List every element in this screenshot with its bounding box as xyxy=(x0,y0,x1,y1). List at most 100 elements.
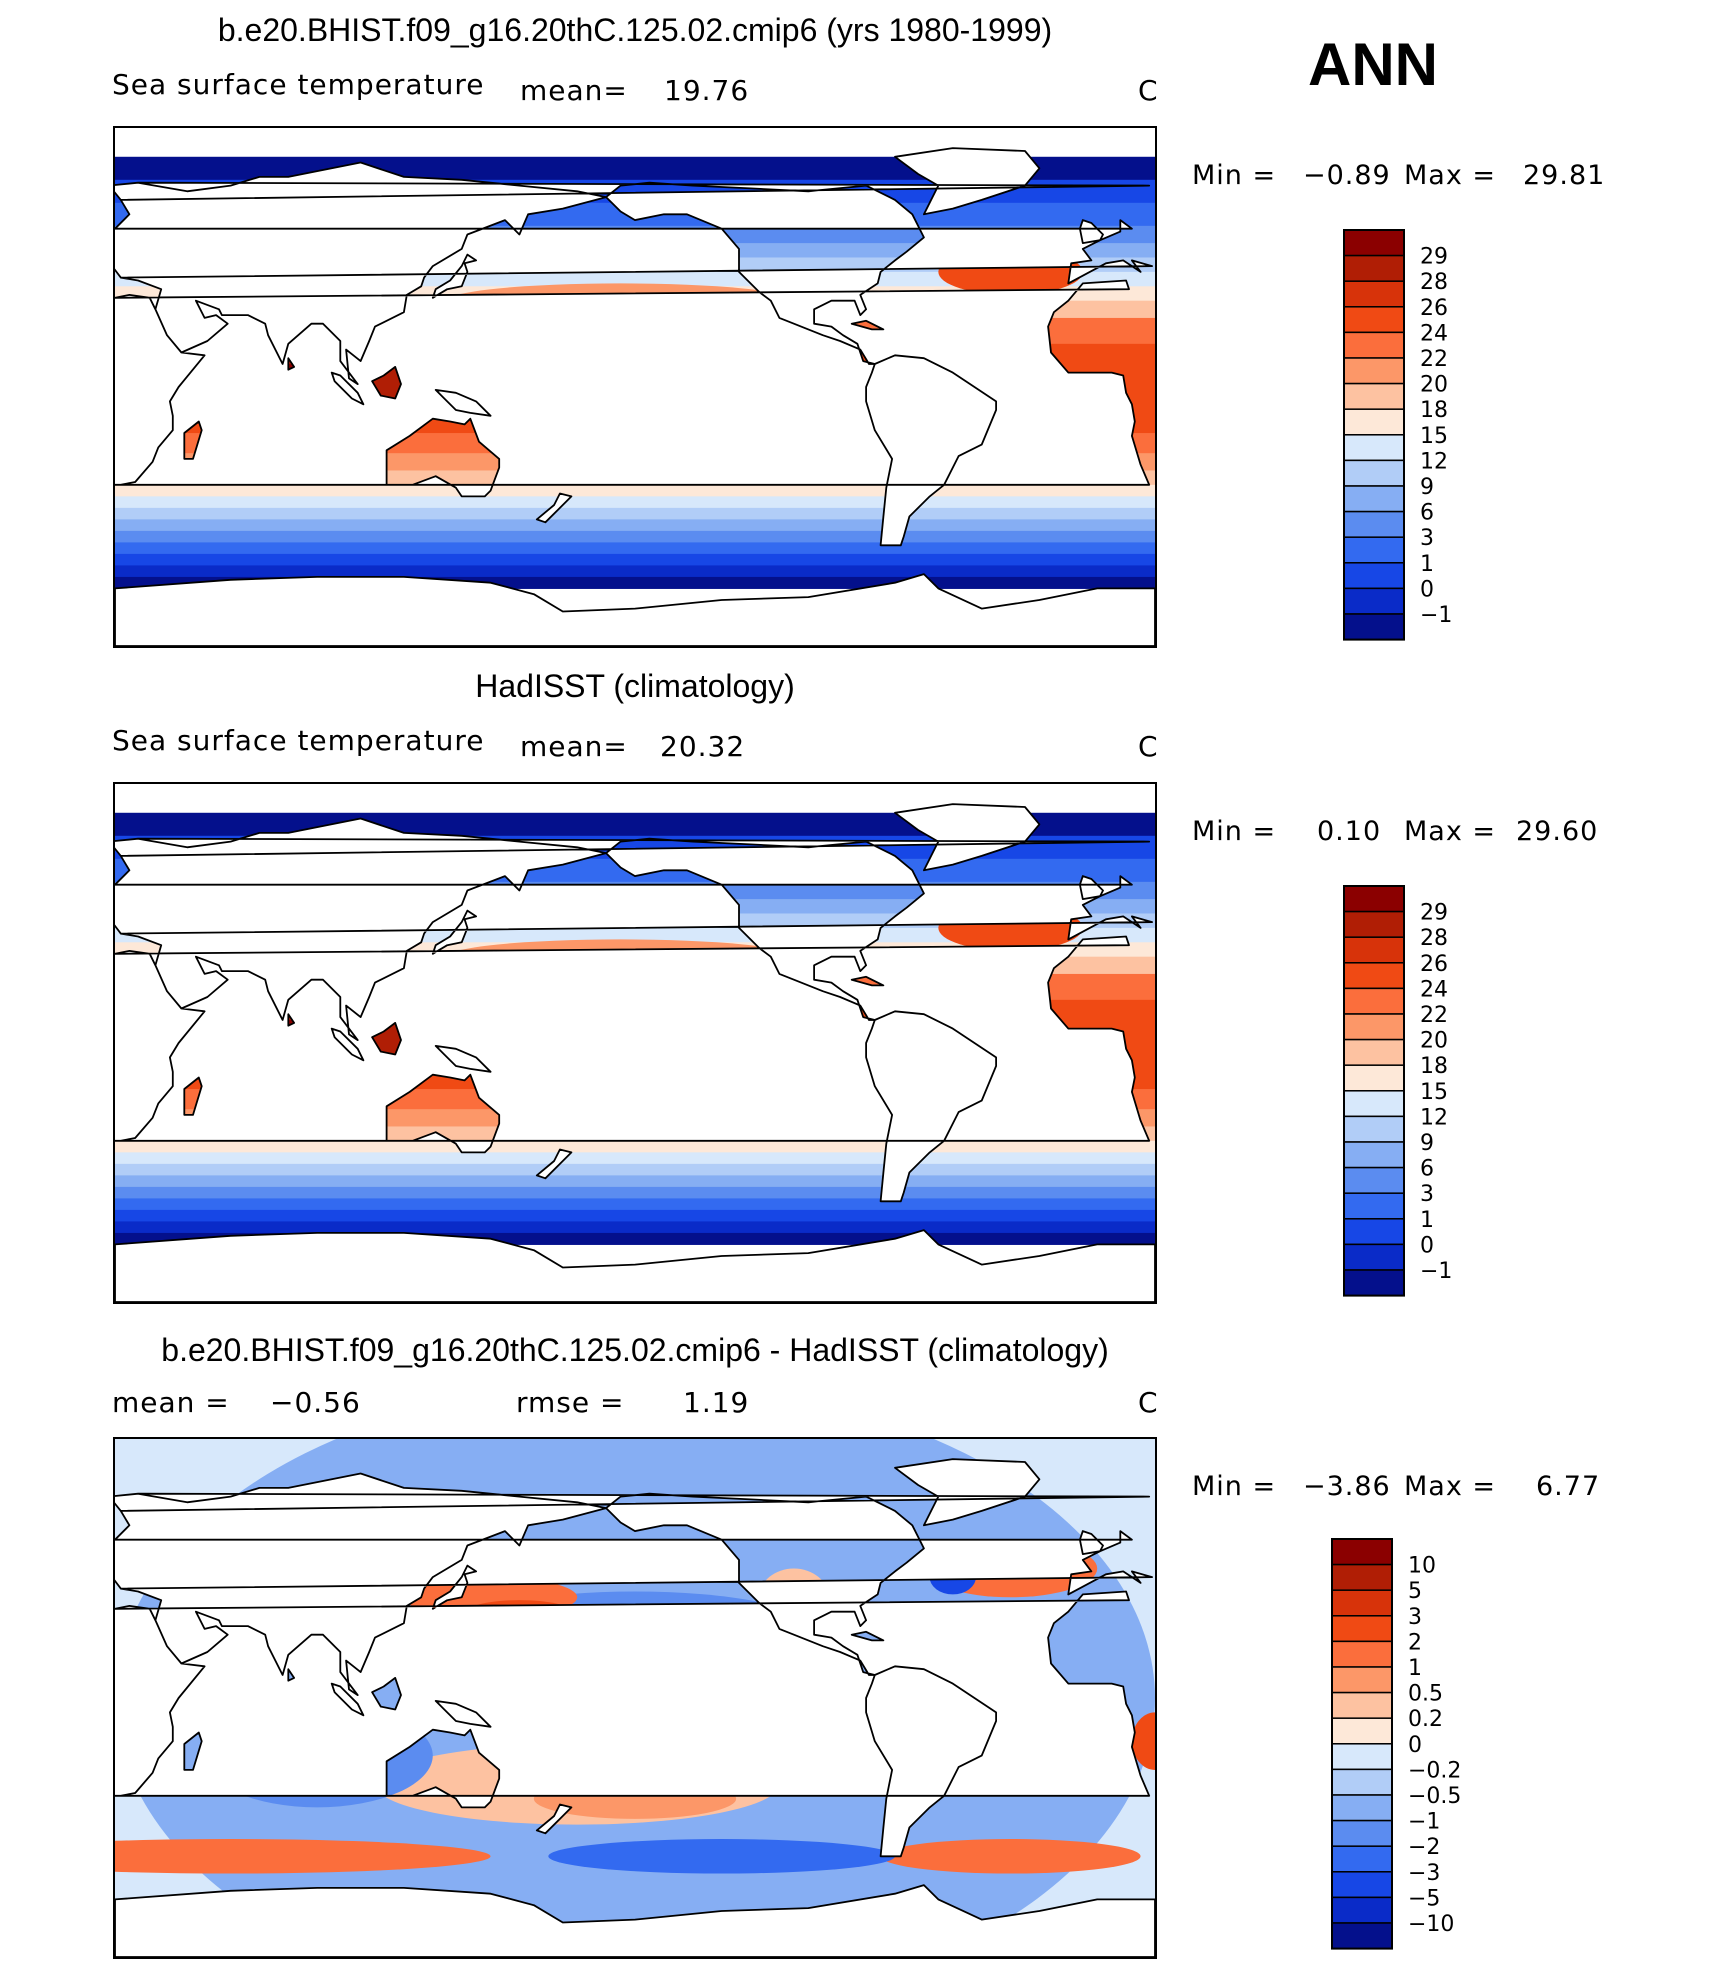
colorbar-box xyxy=(1331,1538,1393,1566)
sst-band xyxy=(115,530,1155,543)
colorbar-tick-label: 26 xyxy=(1420,296,1448,321)
colorbar-box xyxy=(1343,1269,1405,1297)
colorbar-box xyxy=(1331,1563,1393,1591)
panel1-units: C xyxy=(1138,74,1159,107)
panel1-colorbar: 29 28 26 24 22 20 18 15 12 9 6 3 1 0 −1 xyxy=(1342,228,1502,641)
colorbar-tick-label: 12 xyxy=(1420,449,1448,474)
colorbar-box xyxy=(1343,562,1405,590)
colorbar-tick-label: 6 xyxy=(1420,501,1434,526)
colorbar-box xyxy=(1331,1768,1393,1796)
colorbar-tick-label: −10 xyxy=(1408,1912,1454,1937)
sst-band xyxy=(115,1140,1155,1153)
colorbar-tick-label: 3 xyxy=(1408,1605,1422,1630)
panel3-min-value: −3.86 xyxy=(1303,1471,1391,1502)
colorbar-box xyxy=(1343,306,1405,334)
colorbar-tick-label: −3 xyxy=(1408,1861,1440,1886)
colorbar-box xyxy=(1343,382,1405,410)
colorbar-tick-label: 1 xyxy=(1420,1208,1434,1233)
panel2-colorbar: 29 28 26 24 22 20 18 15 12 9 6 3 1 0 −1 xyxy=(1342,884,1502,1297)
panel3-min-label: Min = xyxy=(1192,1471,1277,1502)
colorbar-tick-label: 20 xyxy=(1420,373,1448,398)
panel2-units: C xyxy=(1138,730,1159,763)
colorbar-tick-label: 10 xyxy=(1408,1554,1436,1579)
colorbar-box xyxy=(1343,613,1405,641)
panel3-map xyxy=(113,1437,1157,1959)
colorbar-tick-label: 24 xyxy=(1420,321,1448,346)
colorbar-frame xyxy=(1331,1538,1393,1950)
colorbar-tick-label: −5 xyxy=(1408,1886,1440,1911)
colorbar-box xyxy=(1343,1038,1405,1066)
colorbar-box xyxy=(1343,1013,1405,1041)
colorbar-tick-label: 9 xyxy=(1420,475,1434,500)
colorbar-tick-label: 24 xyxy=(1420,977,1448,1002)
panel3-colorbar: 10 5 3 2 1 0.5 0.2 0 −0.2 −0.5 −1 −2 −3 −5 −10 xyxy=(1330,1537,1500,1950)
continent-outlines xyxy=(115,147,1155,646)
colorbar-box xyxy=(1331,1615,1393,1643)
colorbar-tick-label: 22 xyxy=(1420,347,1448,372)
panel3-max-label: Max = xyxy=(1404,1471,1497,1502)
sst-band xyxy=(115,496,1155,509)
colorbar-tick-label: 1 xyxy=(1420,552,1434,577)
colorbar-tick-label: 22 xyxy=(1420,1003,1448,1028)
colorbar-tick-label: 15 xyxy=(1420,424,1448,449)
colorbar-box xyxy=(1331,1717,1393,1745)
colorbar-tick-label: 0 xyxy=(1420,1233,1434,1258)
panel3-mean-label: mean = xyxy=(112,1386,230,1419)
colorbar-tick-label: 3 xyxy=(1420,526,1434,551)
panel3-mean-value: −0.56 xyxy=(270,1386,361,1419)
colorbar-box xyxy=(1343,910,1405,938)
panel3-rmse-value: 1.19 xyxy=(683,1386,750,1419)
colorbar-box xyxy=(1343,987,1405,1015)
sst-band xyxy=(115,565,1155,578)
panel1-mean-label: mean= xyxy=(520,74,628,107)
sst-band xyxy=(115,553,1155,566)
colorbar-box xyxy=(1343,331,1405,359)
colorbar-box xyxy=(1343,1141,1405,1169)
panel1-max-value: 29.81 xyxy=(1523,160,1606,191)
colorbar-box xyxy=(1343,1243,1405,1271)
colorbar-tick-label: 1 xyxy=(1408,1656,1422,1681)
panel2-min-label: Min = xyxy=(1192,816,1277,847)
sst-band xyxy=(115,1221,1155,1234)
colorbar-box xyxy=(1343,254,1405,282)
panel3-units: C xyxy=(1138,1386,1159,1419)
colorbar-box xyxy=(1343,485,1405,513)
colorbar-box xyxy=(1331,1845,1393,1873)
benguela-warm-wrap xyxy=(1131,1712,1155,1770)
colorbar-tick-label: 3 xyxy=(1420,1182,1434,1207)
panel2-mean-label: mean= xyxy=(520,730,628,763)
colorbar-box xyxy=(1343,357,1405,385)
sst-band xyxy=(115,484,1155,497)
sst-band xyxy=(115,1198,1155,1211)
colorbar-tick-label: 12 xyxy=(1420,1105,1448,1130)
panel2-max-value: 29.60 xyxy=(1516,816,1599,847)
panel3-rmse-label: rmse = xyxy=(516,1386,625,1419)
colorbar-box xyxy=(1343,885,1405,913)
colorbar-box xyxy=(1343,1090,1405,1118)
sst-band xyxy=(115,1175,1155,1188)
colorbar-tick-label: 29 xyxy=(1420,245,1448,270)
panel2-max-label: Max = xyxy=(1404,816,1497,847)
continent-outlines xyxy=(115,803,1155,1302)
colorbar-tick-label: 29 xyxy=(1420,901,1448,926)
colorbar-tick-label: 26 xyxy=(1420,952,1448,977)
colorbar-box xyxy=(1343,229,1405,257)
panel2-min-value: 0.10 xyxy=(1317,816,1382,847)
colorbar-tick-label: 0 xyxy=(1408,1733,1422,1758)
colorbar-box xyxy=(1331,1871,1393,1899)
sst-band xyxy=(115,542,1155,555)
colorbar-box xyxy=(1343,1166,1405,1194)
colorbar-box xyxy=(1331,1819,1393,1847)
panel1-variable: Sea surface temperature xyxy=(112,68,485,101)
colorbar-tick-label: 18 xyxy=(1420,398,1448,423)
panel1-title: b.e20.BHIST.f09_g16.20thC.125.02.cmip6 (… xyxy=(217,12,1053,48)
colorbar-tick-label: 2 xyxy=(1408,1630,1422,1655)
panel1-min-label: Min = xyxy=(1192,160,1277,191)
colorbar-box xyxy=(1343,1064,1405,1092)
continent-outlines xyxy=(115,1458,1155,1957)
satl-warm xyxy=(880,1839,1141,1874)
sst-band xyxy=(115,1186,1155,1199)
sst-band xyxy=(115,1209,1155,1222)
colorbar-tick-label: 20 xyxy=(1420,1029,1448,1054)
colorbar-box xyxy=(1343,459,1405,487)
